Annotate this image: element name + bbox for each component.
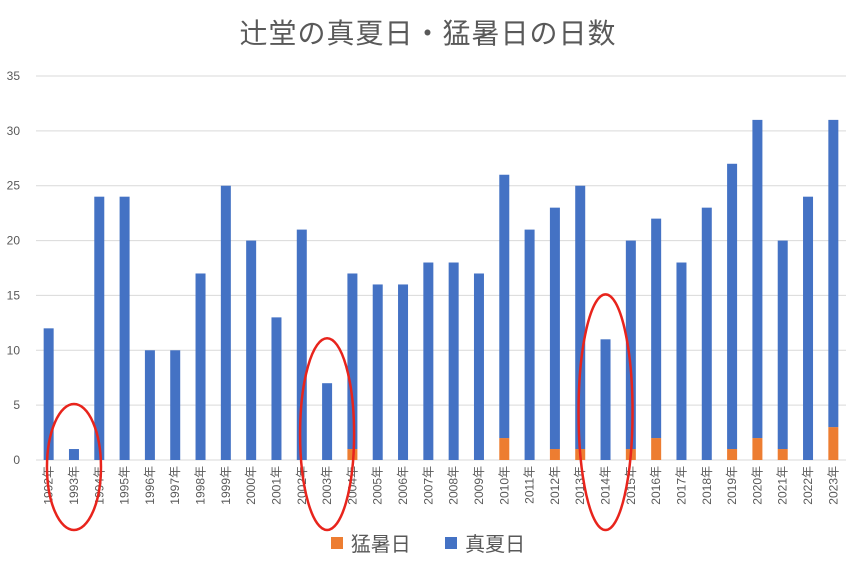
x-tick-label: 2016年 <box>649 466 663 505</box>
annotation-circle-2014年 <box>577 293 634 532</box>
y-tick-label: 35 <box>7 69 21 83</box>
x-tick-label: 2023年 <box>826 466 840 505</box>
x-tick-label: 2000年 <box>244 466 258 505</box>
legend-item-猛暑日: 猛暑日 <box>330 528 411 557</box>
x-tick-label: 2018年 <box>700 466 714 505</box>
bar-2011年-真夏日 <box>524 229 535 460</box>
bar-1995年-真夏日 <box>119 196 130 460</box>
x-tick-label: 2007年 <box>421 466 435 505</box>
bar-2006年-真夏日 <box>398 284 409 460</box>
x-tick-label: 1999年 <box>219 466 233 505</box>
y-tick-label: 15 <box>7 288 21 302</box>
y-tick-label: 20 <box>7 234 21 248</box>
bar-2009年-真夏日 <box>473 273 484 460</box>
annotations <box>45 293 634 532</box>
bar-2016年-真夏日 <box>651 218 662 439</box>
legend-item-真夏日: 真夏日 <box>445 528 525 557</box>
chart-title: 辻堂の真夏日・猛暑日の日数 <box>239 17 617 50</box>
bar-2012年-真夏日 <box>549 207 560 450</box>
bar-1997年-真夏日 <box>170 350 181 460</box>
x-tick-label: 2022年 <box>801 466 815 505</box>
legend-label: 猛暑日 <box>350 532 411 556</box>
x-tick-label: 1996年 <box>143 466 157 505</box>
bar-1992年-真夏日 <box>43 328 54 460</box>
bar-2022年-真夏日 <box>803 196 814 460</box>
bar-1998年-真夏日 <box>195 273 206 460</box>
x-tick-label: 2001年 <box>269 466 283 505</box>
bar-2002年-真夏日 <box>296 229 307 460</box>
bar-2019年-真夏日 <box>727 163 738 450</box>
y-axis: 0 5 10 15 20 25 30 35 <box>7 69 21 467</box>
y-tick-label: 30 <box>7 124 21 138</box>
x-tick-label: 2009年 <box>472 466 486 505</box>
bar-2005年-真夏日 <box>372 284 383 460</box>
bar-2023年-真夏日 <box>828 119 839 428</box>
bar-2017年-真夏日 <box>676 262 687 460</box>
x-tick-label: 1998年 <box>194 466 208 505</box>
bar-2012年-猛暑日 <box>549 449 560 460</box>
x-tick-label: 2003年 <box>320 466 334 505</box>
x-tick-label: 1995年 <box>118 466 132 505</box>
bar-1999年-真夏日 <box>220 185 231 460</box>
bar-2008年-真夏日 <box>448 262 459 460</box>
bars <box>43 119 839 460</box>
x-tick-label: 2012年 <box>548 466 562 505</box>
bar-2000年-真夏日 <box>246 240 257 460</box>
x-tick-label: 2017年 <box>674 466 688 505</box>
bar-2007年-真夏日 <box>423 262 434 460</box>
legend-swatch-blue <box>445 536 458 549</box>
bar-1996年-真夏日 <box>144 350 155 460</box>
x-tick-label: 2021年 <box>776 466 790 505</box>
x-tick-label: 2019年 <box>725 466 739 505</box>
annotation-circle-2003年 <box>298 336 356 532</box>
bar-2019年-猛暑日 <box>727 449 738 460</box>
bar-2018年-真夏日 <box>701 207 712 460</box>
bar-2020年-猛暑日 <box>752 438 763 460</box>
x-tick-label: 1997年 <box>168 466 182 505</box>
bar-1994年-真夏日 <box>94 196 105 460</box>
y-tick-label: 5 <box>13 398 20 412</box>
x-tick-label: 1993年 <box>67 466 81 505</box>
x-tick-label: 2008年 <box>447 466 461 505</box>
x-tick-label: 2006年 <box>396 466 410 505</box>
bar-1993年-真夏日 <box>68 449 79 460</box>
legend-swatch-orange <box>330 536 343 549</box>
bar-2021年-真夏日 <box>777 240 788 450</box>
gridlines <box>36 75 846 461</box>
bar-2020年-真夏日 <box>752 119 763 439</box>
x-axis: 1992年 1993年 1994年 1995年 1996年 1997年 1998年 1999年… <box>42 466 841 505</box>
legend: 猛暑日 真夏日 <box>0 528 856 557</box>
x-tick-label: 2005年 <box>371 466 385 505</box>
x-tick-label: 2011年 <box>523 466 537 504</box>
bar-2014年-真夏日 <box>600 339 611 460</box>
bar-2010年-猛暑日 <box>499 438 510 460</box>
x-tick-label: 2010年 <box>497 466 511 505</box>
bar-2013年-真夏日 <box>575 185 586 450</box>
y-tick-label: 0 <box>13 453 20 467</box>
bar-2003年-真夏日 <box>322 383 333 460</box>
bar-2023年-猛暑日 <box>828 427 839 460</box>
y-tick-label: 25 <box>7 179 21 193</box>
bar-2004年-真夏日 <box>347 273 358 450</box>
x-tick-label: 2020年 <box>750 466 764 505</box>
bar-2021年-猛暑日 <box>777 449 788 460</box>
bar-2015年-真夏日 <box>625 240 636 450</box>
bar-2016年-猛暑日 <box>651 438 662 460</box>
x-tick-label: 2014年 <box>599 466 613 505</box>
annotation-circle-1993年 <box>45 402 103 532</box>
y-tick-label: 10 <box>7 343 21 357</box>
legend-label: 真夏日 <box>465 532 526 556</box>
bar-2001年-真夏日 <box>271 317 282 460</box>
bar-2010年-真夏日 <box>499 174 510 439</box>
